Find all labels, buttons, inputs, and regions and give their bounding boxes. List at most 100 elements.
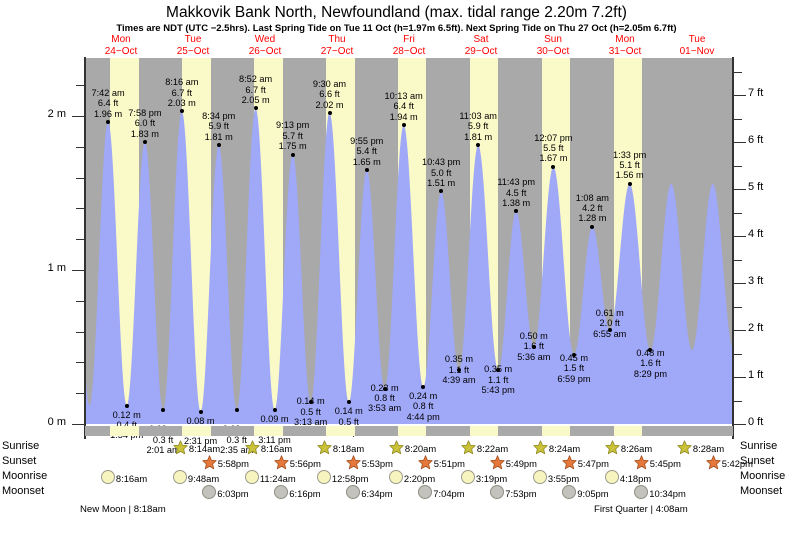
tide-label-line: 11:03 am	[459, 111, 497, 122]
day-of-week: Thu	[328, 34, 346, 45]
tide-label-line: 2:31 pm	[183, 436, 218, 447]
moonset-cell-time: 9:05pm	[577, 488, 609, 499]
moonrise-cell-time: 3:19pm	[475, 473, 508, 484]
sunset-cell-time: 5:58pm	[217, 458, 249, 469]
star-icon	[490, 455, 505, 470]
right-axis-label-7: 7 ft	[748, 87, 764, 100]
high-tide-dot-12	[514, 209, 519, 214]
right-tick	[734, 330, 746, 331]
right-tick	[734, 307, 742, 308]
star-icon	[245, 440, 260, 455]
high-tide-dot-3	[179, 109, 184, 114]
sunset-cell-2: 5:56pm	[274, 455, 321, 470]
moon-phase-sep: |	[650, 504, 654, 515]
tide-label-line: 5.9 ft	[208, 121, 229, 132]
sunrise-cell-3: 8:18am	[317, 440, 364, 455]
tide-label-line: 1.94 m	[389, 111, 418, 122]
day-header-2: Tue 25−Oct	[157, 34, 229, 57]
right-tick	[734, 354, 742, 355]
tide-label-line: 9:30 am	[312, 78, 347, 89]
low-tide-label-13: 0.45 m 1.5 ft 6:59 pm	[545, 353, 603, 384]
tide-label-line: 5.9 ft	[467, 121, 489, 132]
tide-label-line: 0.8 ft	[374, 392, 395, 403]
right-axis-label-1: 1 ft	[748, 369, 764, 382]
low-tide-label-10: 0.35 m 1.1 ft 4:39 am	[430, 354, 488, 385]
sunset-cell-time: 5:53pm	[361, 458, 393, 469]
moonrise-disc-icon	[388, 470, 403, 484]
moonset-cell-4: 7:04pm	[418, 485, 465, 499]
left-tick	[72, 424, 84, 425]
astro-daylight-band-1	[109, 426, 139, 436]
right-axis-label-3: 3 ft	[748, 275, 764, 288]
sunrise-cell-8: 8:28am	[677, 440, 724, 455]
page-subtitle: Times are NDT (UTC −2.5hrs). Last Spring…	[116, 23, 677, 34]
tide-label-line: 8:34 pm	[202, 111, 236, 122]
tide-label-line: 6:59 pm	[557, 373, 591, 384]
low-tide-dot-2	[161, 408, 166, 413]
sunrise-cell-6: 8:24am	[533, 440, 580, 455]
tide-label-line: 0.5 ft	[338, 416, 359, 427]
astro-row-label-left-moonset: Moonset	[2, 485, 45, 497]
day-header-6: Sat 29−Oct	[445, 34, 517, 57]
day-of-week: Sat	[473, 34, 489, 45]
astro-daylight-band-2	[181, 426, 211, 436]
star-icon	[461, 440, 476, 455]
tide-label-line: 1.75 m	[278, 141, 307, 152]
left-tick	[76, 208, 84, 209]
low-tide-label-14: 0.61 m 2.0 ft 6:55 am	[581, 308, 639, 339]
low-tide-label-11: 0.35 m 1.1 ft 5:43 pm	[469, 364, 527, 395]
day-of-week: Tue	[184, 34, 202, 45]
sunset-cell-6: 5:47pm	[562, 455, 609, 470]
astro-row-label-left-moonrise: Moonrise	[2, 470, 48, 482]
tide-label-line: 1.81 m	[464, 131, 493, 142]
high-tide-label-7: 9:30 am 6.6 ft 2.02 m	[299, 79, 361, 110]
high-tide-dot-14	[590, 224, 595, 229]
left-axis-label-1: 1 m	[47, 262, 66, 274]
high-tide-dot-15	[627, 181, 632, 186]
moonrise-cell-4: 12:58pm	[316, 470, 368, 484]
astro-daylight-band-8	[614, 426, 643, 436]
star-icon	[202, 455, 217, 470]
tide-label-line: 3:13 am	[294, 417, 328, 428]
high-tide-label-1: 7:42 am 6.4 ft 1.96 m	[77, 88, 139, 119]
left-tick	[76, 178, 84, 179]
tide-label-line: 6.7 ft	[171, 87, 193, 98]
tide-label-line: 0.61 m	[595, 308, 624, 319]
sunset-cell-time: 5:51pm	[433, 458, 465, 469]
day-header-3: Wed 26−Oct	[229, 34, 301, 57]
astro-daylight-band-6	[470, 426, 499, 436]
low-tide-label-9: 0.24 m 0.8 ft 4:44 pm	[394, 391, 452, 422]
tide-label-line: 1.51 m	[427, 178, 456, 189]
tide-label-line: 1.83 m	[130, 128, 159, 139]
low-tide-dot-5	[272, 408, 277, 413]
tide-label-line: 0.48 m	[636, 348, 665, 359]
low-tide-dot-15	[648, 348, 653, 353]
tide-label-line: 2.02 m	[315, 99, 344, 110]
sunrise-cell-2: 8:16am	[245, 440, 292, 455]
left-tick	[72, 116, 84, 117]
sunrise-cell-time: 8:24am	[548, 443, 581, 454]
moon-phase-time: 4:08am	[655, 504, 688, 515]
tide-label-line: 2:35 am	[220, 444, 254, 455]
high-tide-label-2: 7:58 pm 6.0 ft 1.83 m	[114, 108, 176, 139]
moonset-cell-6: 9:05pm	[562, 485, 609, 499]
high-tide-dot-1	[106, 120, 111, 125]
left-tick	[76, 239, 84, 240]
low-tide-dot-11	[496, 368, 501, 373]
tide-label-line: 6.7 ft	[245, 84, 266, 95]
day-header-7: Sun 30−Oct	[517, 34, 589, 57]
tide-label-line: 4:39 am	[442, 374, 476, 385]
tide-label-line: 0.5 ft	[300, 406, 321, 417]
moonrise-cell-7: 3:55pm	[532, 470, 579, 484]
sunrise-cell-7: 8:26am	[605, 440, 652, 455]
high-tide-label-12: 11:43 pm 4.5 ft 1.38 m	[485, 177, 547, 208]
sunset-cell-time: 5:49pm	[505, 458, 537, 469]
right-axis-line	[732, 57, 734, 439]
moonrise-cell-8: 4:18pm	[604, 470, 651, 484]
right-tick	[734, 283, 746, 284]
moonrise-disc-icon	[172, 470, 187, 484]
high-tide-dot-9	[401, 123, 406, 128]
moonrise-cell-3: 11:24am	[244, 470, 296, 484]
right-tick	[734, 236, 746, 237]
moonrise-disc-icon	[100, 470, 115, 484]
